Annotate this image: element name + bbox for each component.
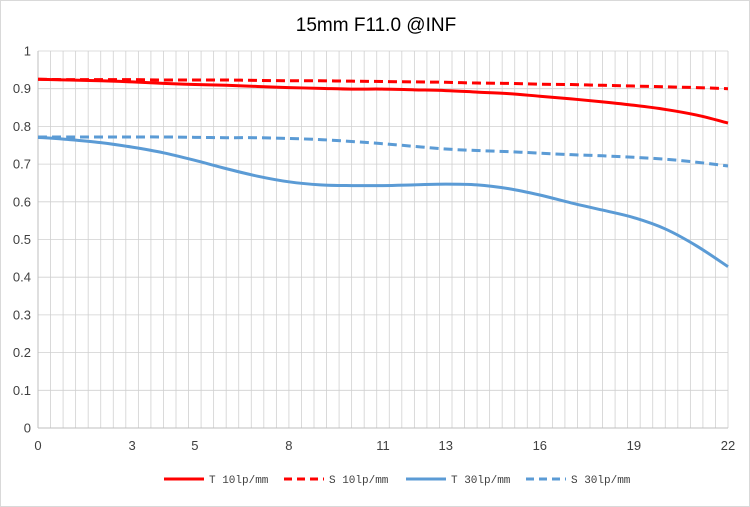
x-axis-tick-labels: 0 3 5 8 11 13 16 19 22 xyxy=(34,438,735,453)
legend-label-s-10lp-mm: S 10lp/mm xyxy=(329,475,389,487)
y-tick-label: 0.7 xyxy=(13,157,31,172)
legend-label-t-10lp-mm: T 10lp/mm xyxy=(209,475,269,487)
legend-label-t-30lp-mm: T 30lp/mm xyxy=(451,475,511,487)
series-line-t-10lp-mm xyxy=(37,77,729,125)
x-tick-label: 11 xyxy=(376,438,390,453)
y-tick-label: 0 xyxy=(24,421,31,436)
x-tick-label: 13 xyxy=(438,438,452,453)
y-tick-label: 0.3 xyxy=(13,307,31,322)
x-tick-label: 5 xyxy=(191,438,198,453)
x-tick-label: 22 xyxy=(721,438,735,453)
y-tick-label: 1 xyxy=(24,44,31,59)
y-tick-label: 0.4 xyxy=(13,270,31,285)
series-line-s-10lp-mm xyxy=(37,77,729,91)
series-lines xyxy=(37,77,729,268)
y-tick-label: 0.6 xyxy=(13,194,31,209)
legend-label-s-30lp-mm: S 30lp/mm xyxy=(571,475,631,487)
x-tick-label: 3 xyxy=(128,438,135,453)
y-axis-tick-labels: 0 0.1 0.2 0.3 0.4 0.5 0.6 0.7 0.8 0.9 1 xyxy=(13,44,31,436)
y-tick-label: 0.9 xyxy=(13,81,31,96)
chart-title: 15mm F11.0 @INF xyxy=(296,15,456,36)
series-line-s-30lp-mm xyxy=(38,135,729,168)
x-tick-label: 19 xyxy=(627,438,641,453)
horizontal-gridlines xyxy=(38,50,728,391)
x-tick-label: 0 xyxy=(34,438,41,453)
x-tick-label: 8 xyxy=(285,438,292,453)
y-tick-label: 0.2 xyxy=(13,345,31,360)
legend: T 10lp/mm S 10lp/mm T 30lp/mm S 30lp/mm xyxy=(164,475,631,487)
axes xyxy=(37,51,728,429)
y-tick-label: 0.5 xyxy=(13,232,31,247)
y-tick-label: 0.8 xyxy=(13,119,31,134)
series-line-t-30lp-mm xyxy=(37,135,729,268)
x-tick-label: 16 xyxy=(533,438,547,453)
y-tick-label: 0.1 xyxy=(13,383,31,398)
